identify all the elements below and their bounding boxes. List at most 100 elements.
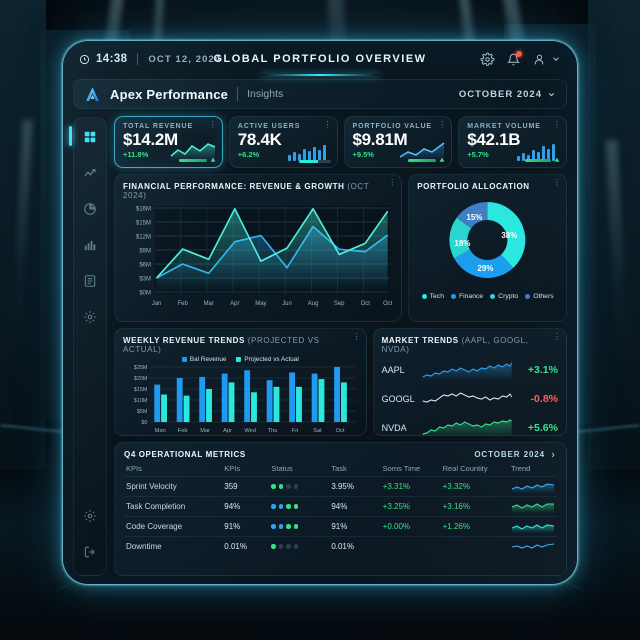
- clock-icon: [79, 54, 90, 65]
- bell-icon[interactable]: [507, 50, 522, 66]
- sidebar-item-settings[interactable]: [79, 506, 101, 526]
- svg-text:$6M: $6M: [139, 261, 151, 268]
- legend-item-tech: Tech: [421, 293, 444, 300]
- kpi-row: ⋮ TOTAL REVENUE $14.2M +11.8%: [114, 116, 567, 168]
- period-label: OCTOBER 2024: [458, 88, 542, 100]
- svg-text:$15M: $15M: [134, 387, 148, 393]
- weekly-legend: Bal Revenue Projected vs Actual: [123, 356, 358, 363]
- current-time: 14:38: [96, 53, 128, 65]
- svg-text:Oct: Oct: [336, 428, 345, 434]
- svg-text:18%: 18%: [455, 239, 471, 248]
- cell-value: 91%: [222, 516, 270, 537]
- svg-text:Apr: Apr: [223, 428, 232, 434]
- svg-text:$9M: $9M: [139, 247, 151, 254]
- table-header-row: KPIs KPIs Status Task Soms Time Real Cou…: [124, 462, 557, 477]
- kpi-sparkline: [399, 141, 445, 161]
- table-period-selector[interactable]: OCTOBER 2024: [474, 450, 557, 459]
- kebab-menu-icon[interactable]: ⋮: [553, 332, 561, 341]
- svg-text:Sep: Sep: [334, 300, 345, 307]
- legend-label: Bal Revenue: [189, 356, 227, 363]
- chevron-right-icon: [549, 451, 557, 459]
- col-kpis: KPIs: [126, 464, 142, 473]
- table-row[interactable]: Downtime 0.01% 0.01%: [124, 536, 557, 556]
- weekly-revenue-chart: $25M $20M $15M $10M $5M $0: [134, 365, 356, 434]
- kpi-card-market-volume[interactable]: ⋮ MARKET VOLUME $42.1B +5.7%: [458, 116, 567, 168]
- kpi-card-total-revenue[interactable]: ⋮ TOTAL REVENUE $14.2M +11.8%: [114, 116, 223, 168]
- cell-real: +3.16%: [440, 496, 509, 517]
- chevron-down-icon[interactable]: [551, 54, 561, 64]
- market-row-googl[interactable]: GOOGL -0.8%: [382, 386, 558, 412]
- room-pillar-right: [588, 0, 640, 470]
- ticker-symbol: GOOGL: [381, 394, 415, 404]
- kpi-progress: [525, 157, 560, 163]
- kebab-menu-icon[interactable]: ⋮: [553, 120, 561, 129]
- status-bar: 14:38 OCT 12, 2024 GLOBAL PORTFOLIO OVER…: [63, 41, 577, 77]
- clock-display: 14:38: [79, 53, 127, 65]
- kpi-card-portfolio-value[interactable]: ⋮ PORTFOLIO VALUE $9.81M +9.5%: [343, 116, 453, 168]
- svg-text:Mar: Mar: [204, 300, 214, 307]
- cell-status: [269, 496, 330, 517]
- status-dots: [271, 524, 327, 529]
- kebab-menu-icon[interactable]: ⋮: [208, 120, 217, 129]
- svg-text:$12M: $12M: [136, 233, 151, 240]
- kebab-menu-icon[interactable]: ⋮: [553, 178, 561, 187]
- cell-soms: +3.25%: [380, 496, 441, 517]
- card-title: WEEKLY REVENUE TRENDS (PROJECTED VS ACTU…: [123, 336, 358, 354]
- cell-trend: [508, 476, 557, 497]
- kebab-menu-icon[interactable]: ⋮: [388, 178, 397, 187]
- cell-kpi: Downtime: [124, 536, 223, 556]
- kpi-progress: [408, 157, 445, 163]
- cell-task: 3.95%: [329, 476, 381, 497]
- ticker-symbol: NVDA: [381, 423, 407, 433]
- kebab-menu-icon[interactable]: ⋮: [352, 332, 361, 341]
- ticker-sparkline: [421, 417, 513, 436]
- kpi-card-active-users[interactable]: ⋮ ACTIVE USERS 78.4K +6.2%: [228, 116, 338, 168]
- kebab-menu-icon[interactable]: ⋮: [323, 120, 332, 129]
- cell-task: 94%: [329, 496, 381, 517]
- sidebar-item-grid[interactable]: [79, 127, 101, 147]
- market-row-aapl[interactable]: AAPL +3.1%: [382, 357, 558, 383]
- cell-status: [269, 536, 330, 556]
- svg-text:Oct: Oct: [383, 300, 393, 307]
- col-status: Status: [271, 464, 293, 473]
- svg-text:Fri: Fri: [292, 428, 299, 434]
- kebab-menu-icon[interactable]: ⋮: [438, 120, 447, 129]
- ticker-sparkline: [421, 359, 513, 381]
- svg-text:$0M: $0M: [139, 289, 151, 296]
- svg-text:$15M: $15M: [136, 219, 151, 226]
- gear-icon[interactable]: [480, 52, 495, 66]
- sidebar-item-gear[interactable]: [79, 307, 101, 327]
- svg-text:Man: Man: [155, 428, 166, 434]
- user-icon[interactable]: [533, 53, 546, 66]
- table-row[interactable]: Sprint Velocity 359 3.95% +3.31% +3.32%: [124, 476, 557, 497]
- kpi-sparkline: [516, 143, 560, 161]
- svg-text:$16M: $16M: [136, 205, 151, 212]
- ticker-symbol: AAPL: [381, 365, 405, 375]
- status-divider: [137, 53, 139, 65]
- cell-value: 0.01%: [222, 536, 270, 556]
- sidebar-item-trending-up[interactable]: [79, 163, 101, 183]
- ticker-change: +3.1%: [527, 364, 558, 376]
- table-title: Q4 OPERATIONAL METRICS: [124, 450, 246, 459]
- market-row-nvda[interactable]: NVDA +5.6%: [382, 415, 558, 436]
- table-row[interactable]: Code Coverage 91% 91% +0.00% +1.26%: [124, 516, 557, 537]
- sidebar-item-pie-chart[interactable]: [79, 199, 101, 219]
- operational-metrics-card: Q4 OPERATIONAL METRICS OCTOBER 2024 KPIs…: [114, 442, 567, 576]
- kpi-sparkline: [287, 143, 331, 161]
- sidebar-item-bar-chart[interactable]: [79, 235, 101, 255]
- weekly-revenue-card: ⋮ WEEKLY REVENUE TRENDS (PROJECTED VS AC…: [114, 328, 367, 436]
- cell-kpi: Task Completion: [124, 496, 223, 517]
- cell-real: +3.32%: [440, 476, 509, 497]
- card-title: FINANCIAL PERFORMANCE: REVENUE & GROWTH …: [123, 182, 393, 200]
- sidebar-item-document[interactable]: [79, 271, 101, 291]
- dashboard-body: ⋮ TOTAL REVENUE $14.2M +11.8%: [63, 109, 577, 584]
- sidebar-item-logout[interactable]: [79, 542, 101, 562]
- kpi-label: MARKET VOLUME: [467, 123, 541, 130]
- period-selector[interactable]: OCTOBER 2024: [459, 89, 556, 100]
- room-pillar-left: [0, 0, 46, 470]
- cell-value: 359: [222, 476, 270, 497]
- table-row[interactable]: Task Completion 94% 94% +3.25% +3.16%: [124, 496, 557, 517]
- row-charts-secondary: ⋮ WEEKLY REVENUE TRENDS (PROJECTED VS AC…: [114, 328, 567, 436]
- ticker-change: +5.6%: [527, 422, 558, 434]
- legend-label: Others: [533, 293, 554, 300]
